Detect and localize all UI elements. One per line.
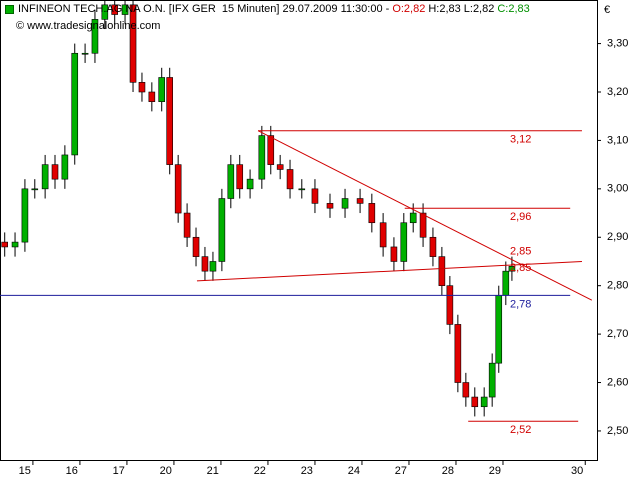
candle-body [81,52,89,55]
x-tick-label: 30 [571,465,583,477]
y-tick-label: 3,10 [607,134,628,146]
candle-body [31,188,39,191]
candle-body [429,236,437,257]
candle-body [438,256,446,286]
candle-body [454,324,462,383]
x-tick-label: 17 [113,465,125,477]
x-tick-label: 21 [207,465,219,477]
trend-line [257,130,593,301]
y-tick-label: 3,00 [607,183,628,195]
quote-value: C:2,83 [497,3,530,15]
candle-body [368,203,376,224]
candle-body [209,261,217,272]
candle-body [129,4,137,83]
candle-body [326,203,334,209]
x-tick-label: 28 [442,465,454,477]
candle-body [267,135,275,165]
title: INFINEON TECH.AG NA O.N. [IFX GER 15 Min… [18,3,390,15]
candle-body [341,198,349,209]
trend-label: 2,85 [510,245,531,257]
y-tick-label: 2,70 [607,328,628,340]
candle-body [286,169,294,190]
quote-value: L:2,82 [463,3,495,15]
candle-body [218,198,226,262]
candle-body [379,222,387,248]
watermark: © www.tradesignalonline.com [16,20,161,32]
candle-body [51,164,59,180]
candle-body [502,270,510,296]
plot-frame [0,0,598,461]
level-label: 2,52 [510,424,531,436]
candle-body [61,154,69,180]
x-tick-label: 15 [19,465,31,477]
candle-body [419,212,427,238]
trend-label: 2,85 [510,262,531,274]
candle-body [356,198,364,204]
header: INFINEON TECH.AG NA O.N. [IFX GER 15 Min… [5,3,530,15]
candle-body [91,19,99,54]
x-tick-label: 24 [348,465,360,477]
candle-body [11,241,19,248]
x-tick-label: 20 [160,465,172,477]
candle-body [488,362,496,398]
level-label: 3,12 [510,134,531,146]
y-tick-label: 2,50 [607,425,628,437]
candle-body [101,4,109,20]
candle-body [446,285,454,325]
candle-body [192,236,200,257]
candle-body [390,246,398,262]
candle-body [246,178,254,190]
candle-body [227,164,235,199]
x-tick-label: 27 [395,465,407,477]
candle-body [183,212,191,238]
candle-body [298,188,306,191]
currency: € [604,4,610,16]
candle-body [409,212,417,224]
x-tick-label: 23 [301,465,313,477]
candle-body [400,222,408,262]
candle-body [311,188,319,204]
candle-body [21,188,29,243]
y-tick-label: 2,60 [607,376,628,388]
candle-body [138,82,146,93]
y-tick-label: 2,80 [607,280,628,292]
candle-body [480,396,488,408]
candle-body [471,396,479,408]
icon [5,4,14,14]
level-label: 2,96 [510,211,531,223]
y-tick-label: 3,30 [607,37,628,49]
trend-line [196,260,582,282]
candle-body [166,77,173,165]
level-label: 2,78 [510,298,531,310]
candle-body [462,382,470,398]
candle-body [508,266,516,272]
candle-body [158,77,166,102]
quote-value: O:2,82 [392,3,426,15]
x-tick-label: 29 [489,465,501,477]
candle-body [174,164,182,214]
candle-body [111,4,118,15]
x-tick-label: 16 [66,465,78,477]
candle-body [236,164,244,190]
x-tick-label: 22 [254,465,266,477]
candle-body [276,164,284,170]
y-tick-label: 3,20 [607,86,628,98]
candle-body [1,241,9,248]
candle-body [495,295,503,364]
candle-body [258,135,266,180]
candle-body [71,52,79,156]
candle-body [41,164,49,190]
candle-body [121,4,129,15]
candle-body [148,91,156,102]
quote-value: H:2,83 [428,3,461,15]
candle-body [201,256,209,272]
y-tick-label: 2,90 [607,231,628,243]
